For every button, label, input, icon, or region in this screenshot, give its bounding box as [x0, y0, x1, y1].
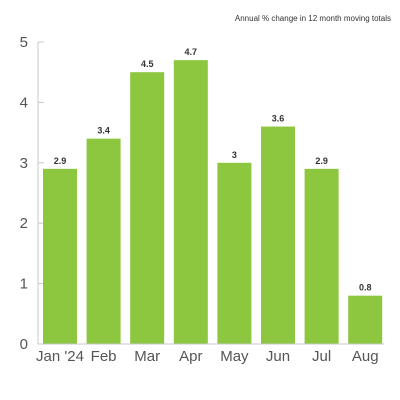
data-label: 3.6: [272, 114, 285, 124]
x-tick-label: Jul: [312, 348, 331, 365]
data-label: 2.9: [315, 156, 328, 166]
data-label: 4.5: [141, 59, 154, 69]
bar: [304, 168, 339, 344]
bar: [217, 162, 252, 344]
x-tick-label: Mar: [134, 348, 160, 365]
bar: [86, 138, 121, 344]
bars: [43, 60, 383, 345]
y-tick-label: 2: [20, 215, 28, 232]
y-tick-label: 1: [20, 276, 28, 293]
y-tick-label: 0: [20, 336, 28, 353]
bar: [261, 126, 295, 344]
x-tick-label: Jan '24: [36, 348, 84, 365]
data-label: 4.7: [185, 47, 198, 57]
bar: [348, 295, 383, 344]
x-tick-label: Jun: [266, 348, 290, 365]
y-tick-label: 5: [20, 34, 28, 51]
y-tick-label: 3: [20, 155, 28, 172]
y-axis: 0 1 2 3 4 5: [20, 34, 44, 353]
x-tick-label: Apr: [179, 348, 202, 365]
x-tick-label: Aug: [352, 348, 379, 365]
data-labels: 2.9 3.4 4.5 4.7 3 3.6 2.9 0.8: [54, 47, 372, 293]
x-tick-label: Feb: [91, 348, 117, 365]
data-label: 3: [232, 150, 237, 160]
data-label: 2.9: [54, 156, 67, 166]
data-label: 0.8: [359, 283, 372, 293]
y-tick-label: 4: [20, 94, 28, 111]
data-label: 3.4: [97, 126, 110, 136]
bar: [173, 60, 208, 345]
bar: [43, 168, 77, 344]
bar: [130, 72, 165, 344]
x-tick-label: May: [220, 348, 249, 365]
chart-subtitle: Annual % change in 12 month moving total…: [235, 14, 391, 23]
x-axis: Jan '24 Feb Mar Apr May Jun Jul Aug: [36, 343, 384, 365]
